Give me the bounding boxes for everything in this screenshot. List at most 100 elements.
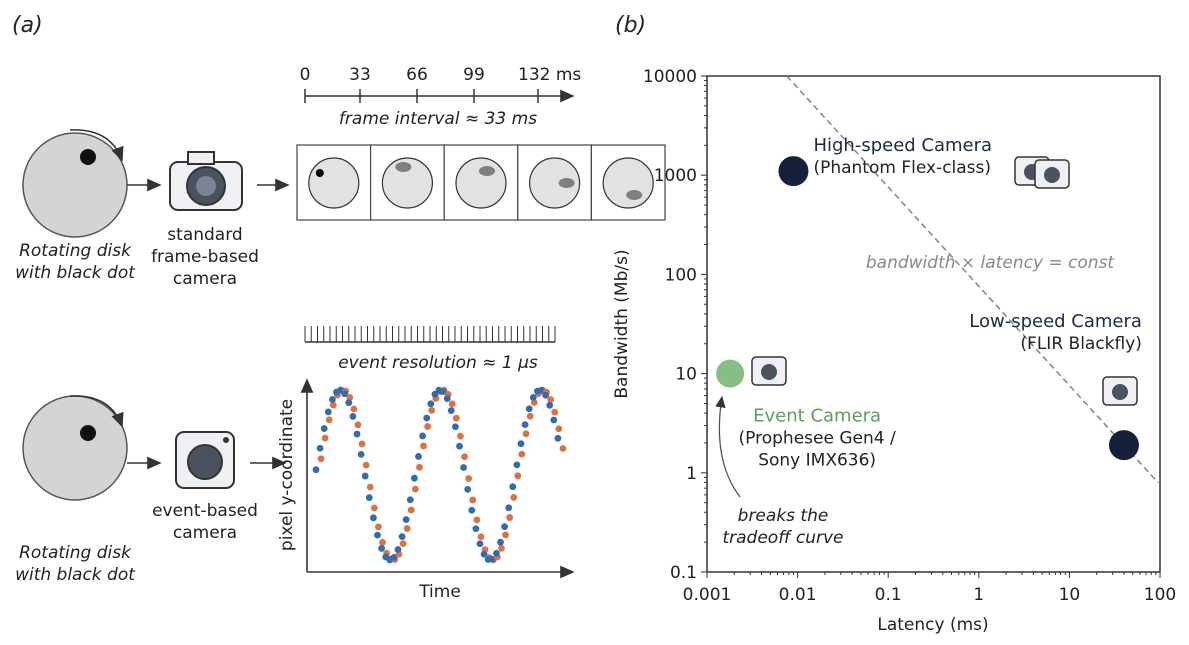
event-dot (452, 414, 460, 422)
y-tick-label: 0.1 (670, 563, 697, 583)
x-tick-label: 0.001 (683, 585, 732, 605)
event-dot (394, 546, 402, 553)
event-dot (416, 463, 423, 471)
event-dot (357, 450, 365, 458)
point-name: Low-speed Camera (969, 311, 1142, 332)
label: camera (173, 269, 237, 289)
point (1108, 430, 1139, 461)
event-dot (452, 423, 459, 431)
event-dot (526, 412, 534, 420)
y-tick-label: 1 (686, 464, 697, 484)
event-dot (476, 540, 484, 548)
event-dot (428, 406, 436, 414)
event-dot (460, 464, 467, 471)
event-dot (329, 396, 336, 403)
label: event-based (152, 501, 258, 521)
tick-label: 0 (300, 65, 311, 85)
point-name: Event Camera (753, 406, 881, 427)
event-dot (420, 442, 427, 450)
event-dot (530, 399, 538, 406)
event-dot (370, 514, 377, 522)
event-dot (374, 531, 381, 539)
frame-blur (558, 178, 575, 188)
event-dot (551, 408, 559, 416)
event-dot (443, 395, 451, 402)
plot-frame (706, 75, 1161, 573)
event-dot (321, 434, 329, 442)
event-dot (464, 485, 472, 493)
annotation: tradeoff curve (722, 528, 843, 548)
x-tick-label: 10 (1059, 585, 1081, 605)
tick-label: 33 (349, 65, 371, 85)
event-dot (509, 483, 517, 491)
event-dot (345, 399, 353, 407)
event-dot (346, 394, 354, 401)
event-dot (559, 445, 567, 452)
frame-disk (528, 157, 581, 209)
event-dot (403, 525, 411, 532)
event-dot (439, 388, 447, 396)
frame-disk (455, 157, 507, 209)
event-dot (379, 538, 386, 546)
event-dot (431, 390, 439, 398)
event-dot (525, 405, 533, 413)
caption: event resolution ≈ 1 μs (338, 353, 538, 373)
label: Rotating disk (19, 241, 132, 261)
event-dot (513, 461, 521, 469)
event-dot (407, 506, 415, 514)
y-tick-label: 10 (675, 365, 697, 385)
event-dot (457, 432, 464, 440)
event-dot (469, 496, 477, 504)
camera-lens (1112, 384, 1128, 400)
frame-blur (626, 190, 643, 200)
event-dot (317, 455, 325, 463)
event-dot (312, 466, 320, 474)
dot (80, 425, 96, 441)
event-dot (320, 425, 328, 432)
event-dot (529, 394, 537, 401)
axis-label: Time (418, 582, 461, 602)
point-detail: (FLIR Blackfly) (1020, 334, 1142, 354)
tradeoff-curve (786, 75, 1159, 484)
point (778, 156, 809, 187)
camera-icon (169, 151, 243, 211)
panel-b: (b) Bandwidth (Mb/s) Latency (ms) 0.001 0… (612, 13, 1176, 635)
y-tick-label: 10000 (643, 67, 697, 87)
rotation-arrow (69, 129, 124, 162)
y-tick-label: 100 (665, 265, 697, 285)
event-dot (546, 401, 554, 409)
event-camera-icon (175, 431, 235, 489)
event-dot (365, 494, 373, 502)
x-tick-label: 0.01 (779, 585, 817, 605)
event-dot (362, 461, 370, 469)
event-dot (505, 504, 513, 512)
event-dot (461, 453, 468, 461)
label: frame-based (151, 247, 259, 267)
tick-label: 132 ms (518, 65, 581, 85)
label: with black dot (15, 565, 136, 585)
frame-blur (479, 166, 495, 176)
event-dot (448, 400, 456, 408)
event-dot (510, 494, 518, 501)
event-dot (480, 550, 488, 558)
event-dot (399, 540, 407, 548)
panel-label: (b) (615, 13, 646, 38)
label: standard (167, 225, 242, 245)
event-dot (366, 483, 374, 491)
event-dot (375, 523, 382, 531)
event-dot (406, 496, 414, 504)
event-dot (522, 430, 530, 438)
event-dot (390, 554, 398, 561)
event-dot (477, 533, 485, 541)
camera-lens (1044, 167, 1060, 183)
event-dot (415, 453, 422, 460)
axis-label: Bandwidth (Mb/s) (612, 249, 632, 398)
panel-a: (a) frame interval ≈ 33 ms Rotating disk… (12, 13, 666, 602)
point-detail: Sony IMX636) (758, 451, 876, 471)
event-dot (361, 472, 369, 480)
event-dot (341, 390, 349, 398)
frame-disk (381, 157, 433, 209)
event-dot (424, 423, 432, 430)
x-tick-label: 100 (1144, 585, 1176, 605)
event-dot (402, 516, 410, 524)
